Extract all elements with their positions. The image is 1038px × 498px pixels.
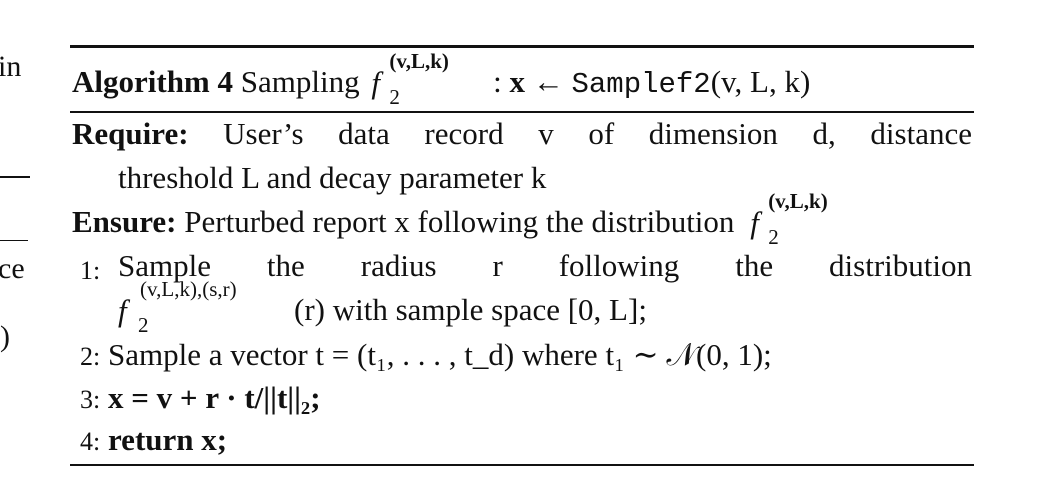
ensure-function-subscript: 2: [768, 225, 779, 249]
algorithm-label: Algorithm 4: [72, 64, 234, 99]
algorithm-top-rule: [70, 45, 974, 48]
title-function-superscript: (v,L,k): [389, 49, 449, 73]
require-line-2: threshold L and decay parameter k: [118, 162, 546, 193]
ensure-function-symbol: f (v,L,k) 2: [742, 191, 852, 248]
step-1-number: 1:: [80, 253, 100, 284]
step-1-line-1: Sample the radius r following the distri…: [118, 250, 972, 281]
step-1-function-name: f: [118, 293, 127, 328]
algorithm-bottom-rule: [70, 464, 974, 466]
algorithm-title: Algorithm 4 Sampling f (v,L,k) 2 : x ← S…: [72, 51, 811, 108]
ensure-line: Ensure: Perturbed report x following the…: [72, 191, 852, 248]
step-3-text: x = v + r · t/||t||₂;: [107, 380, 321, 415]
require-line-1: Require: User’s data record v of dimensi…: [72, 118, 972, 149]
title-function-name: f: [371, 65, 380, 100]
step-1-text: Sample the radius r following the distri…: [118, 248, 972, 283]
left-fragment-rule-2: [0, 240, 28, 241]
left-fragment-ce: ce: [0, 252, 25, 285]
step-1-function-subscript: 2: [138, 313, 149, 337]
require-text-2: threshold L and decay parameter k: [118, 160, 547, 195]
title-args: (v, L, k): [710, 64, 811, 99]
step-4-text: x;: [201, 422, 228, 457]
left-fragment-paren: ): [0, 320, 10, 353]
title-function-subscript: 2: [389, 85, 400, 109]
algorithm-title-prefix: Sampling: [240, 64, 360, 99]
algorithm-header-rule: [70, 111, 974, 113]
title-function-symbol: f (v,L,k) 2: [367, 51, 485, 108]
step-2: 2: Sample a vector t = (t₁, . . . , t_d)…: [80, 339, 772, 370]
left-fragment-in: in: [0, 50, 22, 83]
ensure-text: Perturbed report x following the distrib…: [184, 204, 735, 239]
step-3: 3: x = v + r · t/||t||₂;: [80, 382, 321, 413]
step-1-line-2: f (v,L,k),(s,r) 2 (r) with sample space …: [118, 279, 647, 336]
step-1-function-symbol: f (v,L,k),(s,r) 2: [118, 279, 294, 336]
step-2-text: Sample a vector t = (t₁, . . . , t_d) wh…: [107, 337, 772, 372]
title-colon: :: [493, 64, 502, 99]
require-label: Require:: [72, 116, 189, 151]
step-number: 1:: [80, 256, 101, 285]
step-4: 4: return x;: [80, 424, 227, 455]
step-1-function-superscript: (v,L,k),(s,r): [140, 277, 237, 301]
ensure-function-superscript: (v,L,k): [768, 189, 828, 213]
left-fragment-rule-1: [0, 176, 30, 178]
title-x: x: [509, 64, 525, 99]
ensure-function-name: f: [750, 205, 759, 240]
title-call: Samplef2: [571, 68, 711, 101]
require-text-1: User’s data record v of dimension d, dis…: [223, 116, 972, 151]
step-1-text-2: (r) with sample space [0, L];: [294, 292, 647, 327]
ensure-label: Ensure:: [72, 204, 177, 239]
step-number: 2:: [80, 342, 101, 371]
return-keyword: return: [107, 422, 194, 457]
step-number: 4:: [80, 427, 101, 456]
title-arrow: ←: [532, 64, 564, 99]
step-number: 3:: [80, 385, 101, 414]
